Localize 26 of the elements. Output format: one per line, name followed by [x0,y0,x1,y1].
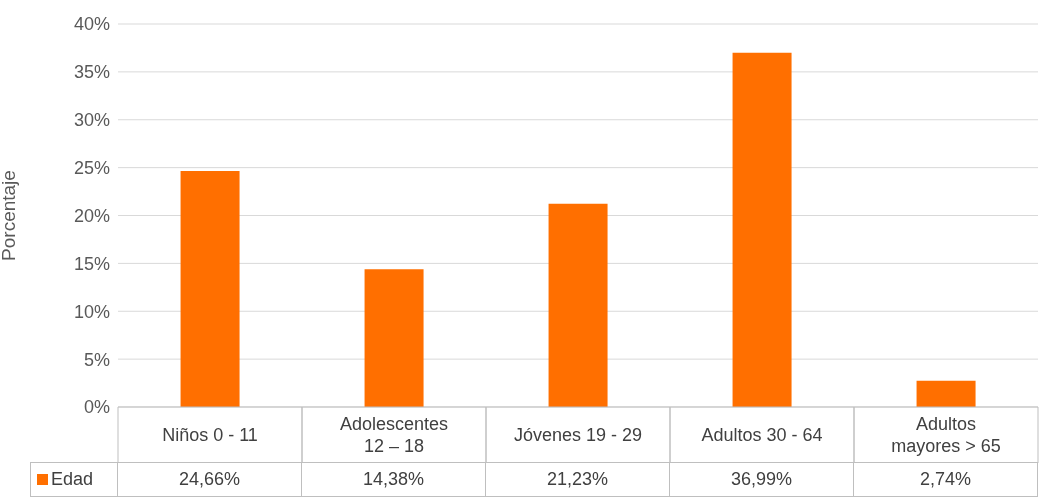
bar [548,203,608,407]
x-tick-label: Adolescentes 12 – 18 [339,414,449,456]
data-label: 24,66% [118,462,302,497]
y-tick-label: 35% [73,62,110,83]
data-label: 2,74% [854,462,1038,497]
y-tick-label: 5% [83,349,110,370]
data-label: 36,99% [670,462,854,497]
bar [916,380,976,407]
bar [732,52,792,407]
legend-label: Edad [51,469,94,490]
bar [364,269,424,407]
data-label: 21,23% [486,462,670,497]
y-tick-label: 30% [73,110,110,131]
x-tick-label: Jóvenes 19 - 29 [513,425,643,445]
x-tick-label: Niños 0 - 11 [162,425,258,445]
y-tick-label: 10% [73,301,110,322]
y-tick-label: 25% [73,158,110,179]
y-tick-label: 15% [73,253,110,274]
x-tick-label: Adultos mayores > 65 [891,414,1001,456]
y-axis-title: Porcentaje [0,170,19,261]
y-tick-label: 40% [73,14,110,35]
y-tick-label: 0% [83,397,110,418]
y-tick-label: 20% [73,205,110,226]
data-label: 14,38% [302,462,486,497]
bar [180,170,240,407]
x-tick-label: Adultos 30 - 64 [701,425,823,445]
